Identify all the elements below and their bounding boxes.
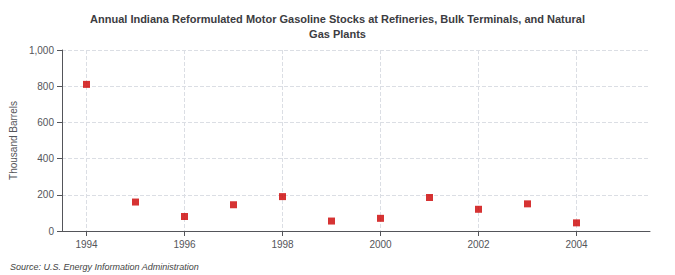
- svg-text:1,000: 1,000: [29, 45, 54, 56]
- svg-text:Annual Indiana Reformulated Mo: Annual Indiana Reformulated Motor Gasoli…: [90, 13, 585, 25]
- svg-text:800: 800: [37, 81, 54, 92]
- svg-text:Gas Plants: Gas Plants: [309, 28, 366, 40]
- svg-text:400: 400: [37, 153, 54, 164]
- svg-text:2000: 2000: [369, 239, 392, 250]
- svg-text:1996: 1996: [173, 239, 196, 250]
- svg-text:0: 0: [48, 226, 54, 237]
- svg-text:2002: 2002: [467, 239, 490, 250]
- svg-text:Thousand Barrels: Thousand Barrels: [8, 101, 19, 180]
- svg-text:2004: 2004: [565, 239, 588, 250]
- svg-text:1994: 1994: [75, 239, 98, 250]
- svg-text:200: 200: [37, 189, 54, 200]
- svg-text:Source: U.S. Energy Informatio: Source: U.S. Energy Information Administ…: [10, 262, 199, 272]
- svg-text:600: 600: [37, 117, 54, 128]
- svg-text:1998: 1998: [271, 239, 294, 250]
